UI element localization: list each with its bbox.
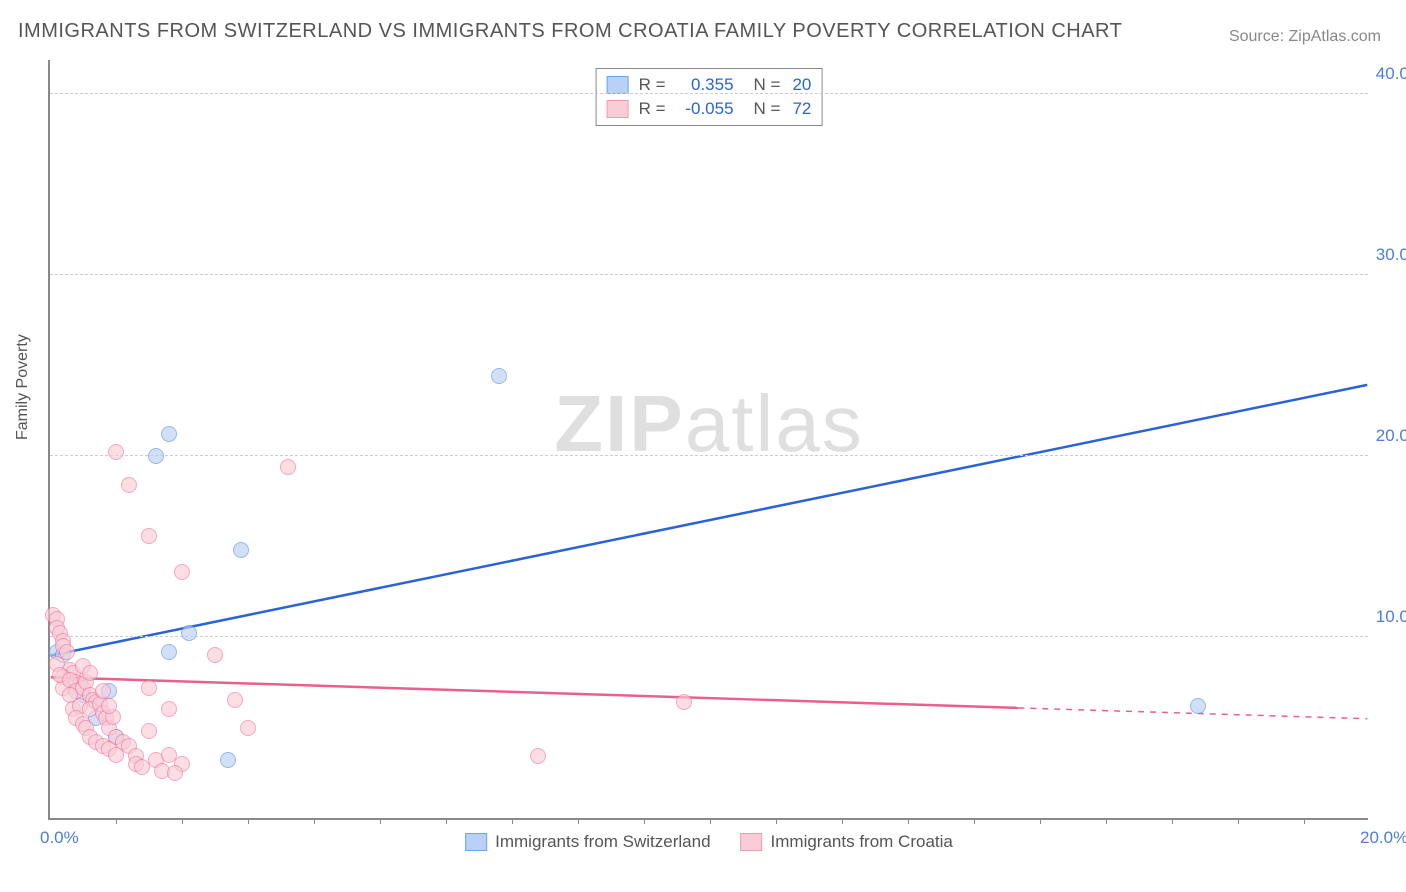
chart-title: IMMIGRANTS FROM SWITZERLAND VS IMMIGRANT… [18,20,1122,43]
legend-series-label: Immigrants from Croatia [771,832,953,852]
y-tick-label: 30.0% [1376,245,1406,265]
n-label: N = [754,99,781,119]
x-tick-mark [116,818,117,824]
x-tick-mark [710,818,711,824]
x-tick-mark [446,818,447,824]
data-point [280,459,296,475]
x-tick-mark [1106,818,1107,824]
r-label: R = [639,99,666,119]
x-tick-mark [380,818,381,824]
trend-lines-layer [50,60,1368,818]
data-point [233,542,249,558]
x-tick-mark [644,818,645,824]
n-label: N = [754,75,781,95]
x-tick-mark [1238,818,1239,824]
data-point [121,477,137,493]
data-point [227,692,243,708]
legend-series-label: Immigrants from Switzerland [495,832,710,852]
legend-series: Immigrants from Switzerland Immigrants fr… [465,832,953,852]
trend-line [51,385,1368,656]
r-value: 0.355 [678,75,734,95]
data-point [134,759,150,775]
x-tick-label: 0.0% [40,828,79,848]
r-value: -0.055 [678,99,734,119]
plot-area: ZIPatlas R = 0.355 N = 20 R = -0.055 N =… [48,60,1368,820]
x-tick-mark [1040,818,1041,824]
data-point [161,701,177,717]
data-point [181,625,197,641]
x-tick-mark [248,818,249,824]
x-tick-mark [578,818,579,824]
data-point [207,647,223,663]
data-point [141,723,157,739]
legend-swatch [741,833,763,851]
x-tick-mark [512,818,513,824]
x-tick-mark [908,818,909,824]
data-point [82,665,98,681]
legend-correlation-box: R = 0.355 N = 20 R = -0.055 N = 72 [596,68,823,126]
x-tick-mark [1304,818,1305,824]
gridline [50,636,1368,637]
r-label: R = [639,75,666,95]
y-tick-label: 10.0% [1376,607,1406,627]
n-value: 20 [792,75,811,95]
data-point [240,720,256,736]
source-attribution: Source: ZipAtlas.com [1229,28,1381,46]
x-tick-mark [974,818,975,824]
source-prefix: Source: [1229,28,1289,45]
legend-series-item: Immigrants from Croatia [741,832,953,852]
x-tick-mark [776,818,777,824]
data-point [1190,698,1206,714]
data-point [148,448,164,464]
legend-swatch [607,76,629,94]
x-tick-mark [182,818,183,824]
gridline [50,455,1368,456]
x-tick-label: 20.0% [1360,828,1406,848]
legend-correlation-row: R = -0.055 N = 72 [607,97,812,121]
data-point [530,748,546,764]
data-point [101,698,117,714]
n-value: 72 [792,99,811,119]
legend-series-item: Immigrants from Switzerland [465,832,710,852]
data-point [220,752,236,768]
y-tick-label: 40.0% [1376,64,1406,84]
data-point [174,564,190,580]
gridline [50,274,1368,275]
data-point [141,528,157,544]
data-point [676,694,692,710]
data-point [167,765,183,781]
data-point [161,644,177,660]
trend-line [51,677,1019,708]
gridline [50,93,1368,94]
data-point [108,444,124,460]
data-point [491,368,507,384]
x-tick-mark [314,818,315,824]
data-point [161,426,177,442]
legend-swatch [465,833,487,851]
y-tick-label: 20.0% [1376,426,1406,446]
x-tick-mark [1172,818,1173,824]
source-link[interactable]: ZipAtlas.com [1289,28,1381,45]
y-axis-label: Family Poverty [14,334,32,440]
x-tick-mark [842,818,843,824]
data-point [141,680,157,696]
legend-swatch [607,100,629,118]
